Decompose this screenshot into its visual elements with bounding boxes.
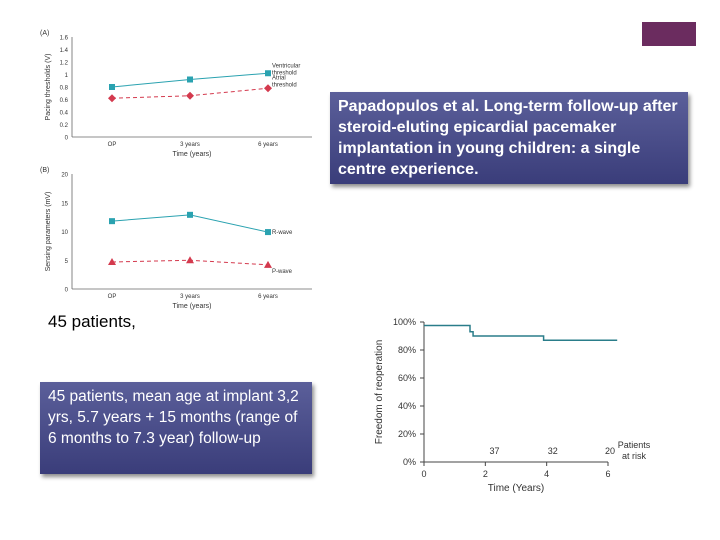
x-tick-label: 2: [483, 469, 488, 479]
x-axis-title: Time (years): [172, 151, 211, 158]
at-risk-label: at risk: [622, 451, 647, 461]
x-tick-label: 6 years: [258, 294, 278, 300]
legend-label: Atrial: [272, 75, 286, 81]
x-axis-title: Time (years): [172, 303, 211, 310]
legend-label: threshold: [272, 70, 297, 76]
data-point: [186, 91, 194, 100]
at-risk-count: 32: [548, 446, 558, 456]
chart-a-svg: (A) 0 0.2 0.4 0.6 0.8 1 1.2 1.4 1.6 OP 3 years 6 yea…: [40, 30, 312, 158]
x-tick-label: OP: [108, 294, 117, 300]
x-tick-label: 3 years: [180, 294, 200, 300]
y-tick-label: 5: [65, 259, 69, 265]
data-point: [265, 229, 271, 236]
at-risk-label: Patients: [618, 440, 651, 450]
y-tick-label: 0.6: [60, 98, 69, 104]
legend-label: P-wave: [272, 269, 293, 275]
panel-label: (A): [40, 30, 49, 37]
y-tick-label: 40%: [398, 401, 416, 411]
patients-label: 45 patients,: [48, 312, 136, 331]
y-tick-label: 0%: [403, 457, 416, 467]
y-axis-title: Sensing parameters (mV): [45, 192, 52, 272]
data-point: [109, 84, 115, 90]
y-tick-label: 1.6: [60, 36, 69, 42]
at-risk-count: 37: [490, 446, 500, 456]
chart-b-svg: (B) 0 5 10 15 20 OP 3 years 6 years Time (years) S…: [40, 167, 312, 310]
x-axis-title: Time (Years): [488, 483, 545, 494]
y-axis-title: Pacing thresholds (V): [45, 54, 52, 121]
data-point: [108, 94, 116, 103]
y-tick-label: 60%: [398, 373, 416, 383]
x-tick-label: 6: [605, 469, 610, 479]
chart-b: (B) 0 5 10 15 20 OP 3 years 6 years Time (years) S…: [0, 160, 330, 325]
y-tick-label: 20: [61, 173, 68, 179]
at-risk-count: 20: [605, 446, 615, 456]
data-point: [264, 84, 272, 93]
chart-km-svg: 0% 20% 40% 60% 80% 100% 0 2 4 6 Time (Years) Freedo…: [374, 317, 651, 494]
y-tick-label: 0.8: [60, 86, 69, 92]
data-point: [108, 257, 116, 265]
legend-label: threshold: [272, 82, 297, 88]
x-tick-label: OP: [108, 142, 117, 148]
y-axis-title: Freedom of reoperation: [374, 340, 385, 445]
info-text: 45 patients, mean age at implant 3,2 yrs…: [48, 388, 299, 447]
y-tick-label: 0.4: [60, 111, 69, 117]
title-box: Papadopulos et al. Long-term follow-up a…: [330, 92, 688, 184]
chart-km: 0% 20% 40% 60% 80% 100% 0 2 4 6 Time (Years) Freedo…: [360, 300, 660, 515]
x-tick-label: 6 years: [258, 142, 278, 148]
y-tick-label: 1: [65, 73, 69, 79]
data-point: [186, 256, 194, 264]
y-tick-label: 1.2: [60, 61, 69, 67]
survival-curve: [424, 324, 618, 341]
chart-a: (A) 0 0.2 0.4 0.6 0.8 1 1.2 1.4 1.6 OP 3 years 6 yea…: [0, 0, 330, 175]
accent-corner-box: [642, 22, 696, 46]
data-point: [264, 260, 272, 268]
x-tick-label: 0: [421, 469, 426, 479]
x-tick-label: 3 years: [180, 142, 200, 148]
y-tick-label: 1.4: [60, 48, 69, 54]
y-tick-label: 0: [65, 136, 69, 142]
y-tick-label: 20%: [398, 429, 416, 439]
legend-label: Ventricular: [272, 63, 300, 69]
y-tick-label: 15: [61, 201, 68, 207]
data-point: [265, 70, 271, 77]
title-text: Papadopulos et al. Long-term follow-up a…: [338, 98, 678, 178]
data-point: [187, 76, 193, 83]
data-point: [187, 211, 193, 218]
legend-label: R-wave: [272, 230, 293, 236]
info-box: 45 patients, mean age at implant 3,2 yrs…: [40, 382, 312, 474]
y-tick-label: 10: [61, 230, 68, 236]
y-tick-label: 80%: [398, 345, 416, 355]
x-tick-label: 4: [544, 469, 549, 479]
panel-label: (B): [40, 167, 49, 174]
y-tick-label: 0.2: [60, 123, 69, 129]
data-point: [109, 218, 115, 225]
y-tick-label: 0: [65, 288, 69, 294]
y-tick-label: 100%: [393, 317, 416, 327]
